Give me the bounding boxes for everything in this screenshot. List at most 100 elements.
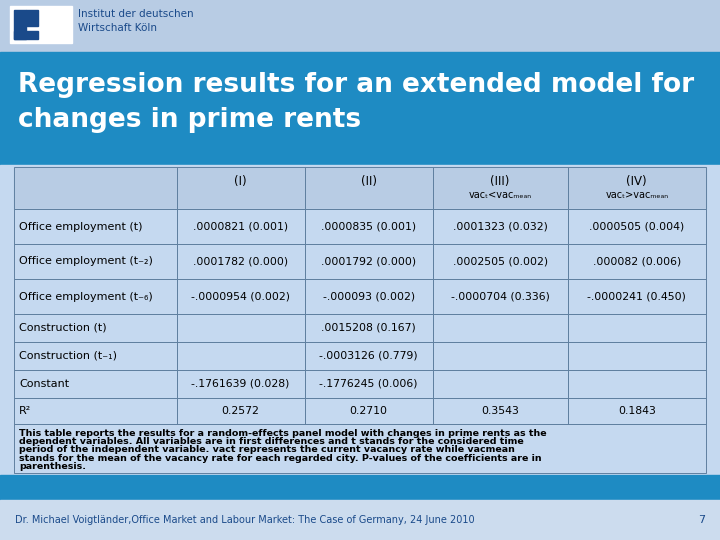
Text: This table reports the results for a random-effects panel model with changes in : This table reports the results for a ran… [19,429,546,438]
Bar [176,167,305,209]
Bar [176,167,305,209]
Text: -.0000954 (0.002): -.0000954 (0.002) [191,292,290,301]
Bar [433,279,567,314]
Bar [305,279,433,314]
Text: -.000093 (0.002): -.000093 (0.002) [323,292,415,301]
Text: 0.2572: 0.2572 [222,406,260,416]
Bar [305,244,433,279]
Bar [14,244,176,279]
Bar [176,314,305,342]
Text: Regression results for an extended model for: Regression results for an extended model… [18,72,694,98]
Bar [433,314,567,342]
Bar [305,314,433,342]
Text: -.1761639 (0.028): -.1761639 (0.028) [192,379,290,389]
Bar [14,167,176,209]
Bar [0,500,720,540]
Bar [305,279,433,314]
Bar [433,167,567,209]
Text: 7: 7 [698,515,705,525]
Bar [14,424,706,473]
Bar [14,424,706,473]
Bar [10,6,72,43]
Bar [567,314,706,342]
Bar [433,370,567,398]
Text: period of the independent variable. vact represents the current vacancy rate whi: period of the independent variable. vact… [19,446,515,454]
Text: Construction (t₋₁): Construction (t₋₁) [19,351,117,361]
Bar [567,209,706,244]
Text: stands for the mean of the vacancy rate for each regarded city. P-values of the : stands for the mean of the vacancy rate … [19,454,541,463]
Bar [176,314,305,342]
Bar [305,342,433,370]
Bar [567,342,706,370]
Bar [567,370,706,398]
Bar [433,244,567,279]
Bar [305,342,433,370]
Bar [14,31,38,39]
Text: (II): (II) [361,174,377,187]
Bar [305,370,433,398]
Bar [567,279,706,314]
Text: -.0000704 (0.336): -.0000704 (0.336) [451,292,549,301]
Text: (III): (III) [490,174,510,187]
Text: Construction (t): Construction (t) [19,323,107,333]
Bar [0,165,720,475]
Bar [26,10,38,26]
Bar [14,398,176,424]
Bar [176,209,305,244]
Text: -.1776245 (0.006): -.1776245 (0.006) [320,379,418,389]
Bar [14,342,176,370]
Bar [14,167,176,209]
Bar [14,244,176,279]
Bar [305,167,433,209]
Bar [14,279,176,314]
Text: dependent variables. All variables are in first differences and t stands for the: dependent variables. All variables are i… [19,437,523,446]
Bar [14,314,176,342]
Bar [567,398,706,424]
Text: .0015208 (0.167): .0015208 (0.167) [321,323,416,333]
Text: (IV): (IV) [626,174,647,187]
Text: .0002505 (0.002): .0002505 (0.002) [453,256,548,267]
Bar [567,279,706,314]
Text: vacₜ>vacₘₑₐₙ: vacₜ>vacₘₑₐₙ [606,190,668,200]
Text: changes in prime rents: changes in prime rents [18,107,361,133]
Text: Dr. Michael Voigtländer,Office Market and Labour Market: The Case of Germany, 24: Dr. Michael Voigtländer,Office Market an… [15,515,474,525]
Text: .0000505 (0.004): .0000505 (0.004) [589,221,685,232]
Bar [176,398,305,424]
Bar [567,167,706,209]
Bar [567,167,706,209]
Bar [433,398,567,424]
Bar [12,8,40,41]
Text: 0.1843: 0.1843 [618,406,656,416]
Bar [0,475,720,500]
Text: .0000821 (0.001): .0000821 (0.001) [193,221,288,232]
Bar [433,342,567,370]
Bar [14,10,26,39]
Bar [305,209,433,244]
Bar [176,279,305,314]
Text: 0.3543: 0.3543 [481,406,519,416]
Bar [14,370,176,398]
Text: Wirtschaft Köln: Wirtschaft Köln [78,23,157,33]
Bar [176,398,305,424]
Text: Office employment (t₋₆): Office employment (t₋₆) [19,292,153,301]
Bar [305,244,433,279]
Bar [14,279,176,314]
Bar [0,0,720,52]
Bar [433,167,567,209]
Text: -.0000241 (0.450): -.0000241 (0.450) [588,292,686,301]
Bar [176,342,305,370]
Bar [305,167,433,209]
Bar [14,370,176,398]
Text: -.0003126 (0.779): -.0003126 (0.779) [320,351,418,361]
Bar [433,244,567,279]
Text: R²: R² [19,406,31,416]
Text: .0001792 (0.000): .0001792 (0.000) [321,256,416,267]
Bar [567,398,706,424]
Bar [567,244,706,279]
Text: .000082 (0.006): .000082 (0.006) [593,256,681,267]
Text: .0000835 (0.001): .0000835 (0.001) [321,221,416,232]
Text: Office employment (t): Office employment (t) [19,221,143,232]
Bar [14,342,176,370]
Bar [433,209,567,244]
Bar [567,342,706,370]
